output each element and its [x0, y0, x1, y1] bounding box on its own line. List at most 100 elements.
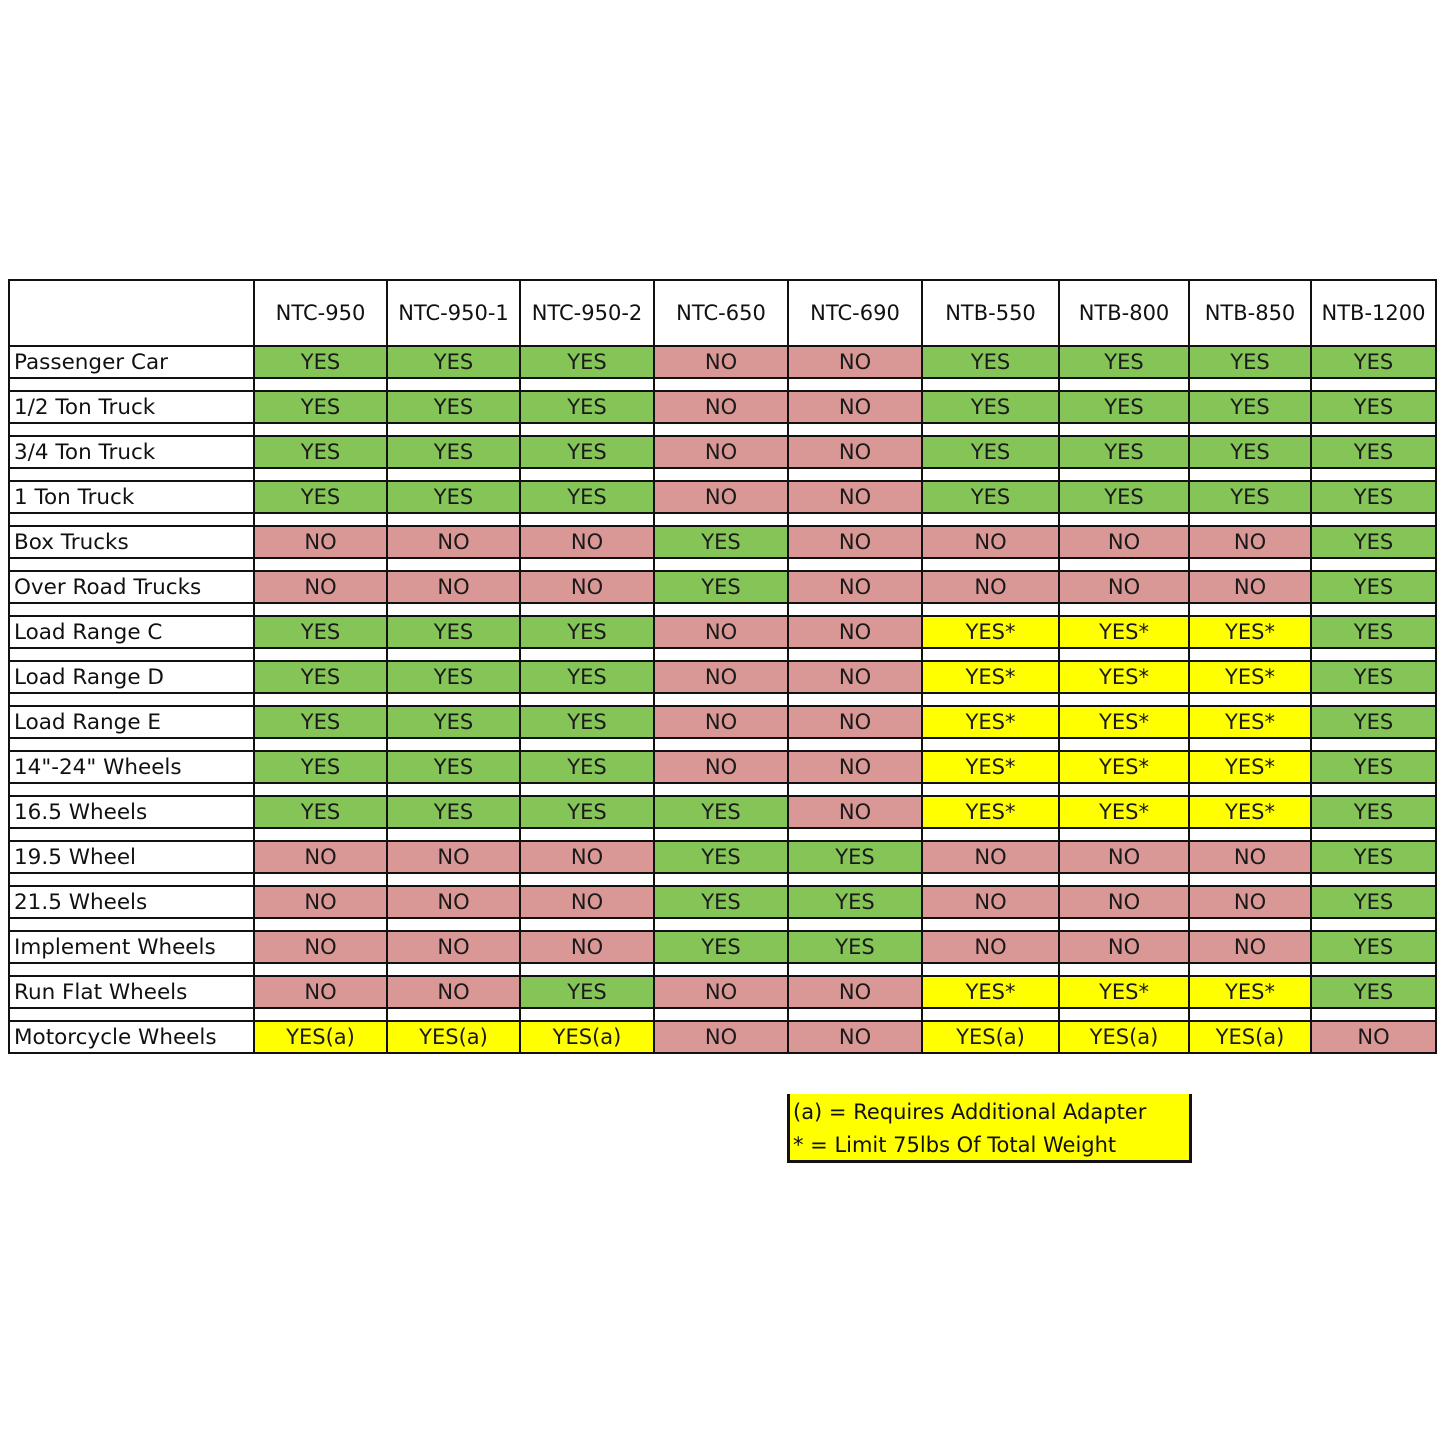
compatibility-cell: NO — [787, 345, 923, 379]
spacer-cell — [253, 692, 388, 707]
table-row: 19.5 Wheel NO NO NO YES YES NO NO NO YES — [8, 840, 1437, 874]
row-spacer — [8, 467, 1437, 482]
column-header: NTB-800 — [1058, 279, 1190, 347]
spacer-cell — [653, 377, 789, 392]
table-row: Load Range E YES YES YES NO NO YES* YES* YES* YES — [8, 705, 1437, 739]
compatibility-cell: YES — [253, 795, 388, 829]
compatibility-cell: YES — [653, 930, 789, 964]
spacer-cell — [787, 872, 923, 887]
spacer-cell — [1188, 962, 1312, 977]
compatibility-cell: YES(a) — [386, 1020, 521, 1054]
spacer-cell — [253, 737, 388, 752]
row-label: 1/2 Ton Truck — [8, 390, 255, 424]
spacer-cell — [787, 422, 923, 437]
spacer-cell — [386, 692, 521, 707]
spacer-cell — [1058, 647, 1190, 662]
spacer-cell — [787, 1007, 923, 1022]
compatibility-cell: NO — [787, 750, 923, 784]
spacer-cell — [1188, 557, 1312, 572]
row-label: Implement Wheels — [8, 930, 255, 964]
compatibility-cell: YES* — [1058, 660, 1190, 694]
spacer-cell — [653, 827, 789, 842]
compatibility-cell: YES* — [1188, 795, 1312, 829]
compatibility-cell: NO — [386, 525, 521, 559]
spacer-cell — [519, 467, 655, 482]
compatibility-cell: NO — [787, 1020, 923, 1054]
spacer-cell — [253, 917, 388, 932]
spacer-cell — [386, 872, 521, 887]
spacer-cell — [8, 737, 255, 752]
spacer-cell — [921, 692, 1060, 707]
row-label: 19.5 Wheel — [8, 840, 255, 874]
spacer-cell — [386, 512, 521, 527]
table-row: 1 Ton Truck YES YES YES NO NO YES YES YES YES — [8, 480, 1437, 514]
spacer-cell — [921, 467, 1060, 482]
spacer-cell — [8, 962, 255, 977]
corner-cell — [8, 279, 255, 347]
compatibility-cell: NO — [1188, 885, 1312, 919]
compatibility-cell: NO — [253, 885, 388, 919]
spacer-cell — [1058, 377, 1190, 392]
spacer-cell — [921, 962, 1060, 977]
spacer-cell — [386, 602, 521, 617]
row-label: 1 Ton Truck — [8, 480, 255, 514]
spacer-cell — [1058, 422, 1190, 437]
spacer-cell — [519, 1007, 655, 1022]
compatibility-cell: YES — [1310, 705, 1437, 739]
spacer-cell — [653, 917, 789, 932]
compatibility-cell: NO — [1058, 885, 1190, 919]
row-label: Over Road Trucks — [8, 570, 255, 604]
spacer-cell — [1310, 647, 1437, 662]
compatibility-cell: YES — [921, 435, 1060, 469]
compatibility-cell: NO — [921, 840, 1060, 874]
compatibility-cell: YES — [519, 660, 655, 694]
compatibility-cell: NO — [787, 480, 923, 514]
spacer-cell — [386, 422, 521, 437]
spacer-cell — [787, 467, 923, 482]
spacer-cell — [1310, 737, 1437, 752]
spacer-cell — [787, 647, 923, 662]
compatibility-cell: YES* — [921, 795, 1060, 829]
compatibility-cell: NO — [653, 390, 789, 424]
spacer-cell — [653, 962, 789, 977]
spacer-cell — [1310, 467, 1437, 482]
row-spacer — [8, 692, 1437, 707]
spacer-cell — [1058, 692, 1190, 707]
compatibility-cell: YES — [253, 435, 388, 469]
spacer-cell — [1188, 782, 1312, 797]
spacer-cell — [1310, 1007, 1437, 1022]
row-spacer — [8, 512, 1437, 527]
compatibility-cell: YES — [519, 750, 655, 784]
compatibility-cell: NO — [921, 885, 1060, 919]
compatibility-cell: YES — [386, 615, 521, 649]
compatibility-cell: YES — [921, 480, 1060, 514]
compatibility-cell: NO — [787, 570, 923, 604]
spacer-cell — [519, 647, 655, 662]
row-spacer — [8, 1007, 1437, 1022]
compatibility-cell: YES — [253, 615, 388, 649]
compatibility-cell: NO — [787, 795, 923, 829]
spacer-cell — [386, 827, 521, 842]
row-label: 14"-24" Wheels — [8, 750, 255, 784]
row-spacer — [8, 827, 1437, 842]
row-label: Run Flat Wheels — [8, 975, 255, 1009]
spacer-cell — [386, 647, 521, 662]
spacer-cell — [653, 467, 789, 482]
spacer-cell — [253, 377, 388, 392]
compatibility-cell: NO — [386, 975, 521, 1009]
table-row: Load Range D YES YES YES NO NO YES* YES* YES* YES — [8, 660, 1437, 694]
spacer-cell — [1310, 512, 1437, 527]
compatibility-cell: NO — [1058, 840, 1190, 874]
spacer-cell — [519, 557, 655, 572]
table-row: Passenger Car YES YES YES NO NO YES YES YES YES — [8, 345, 1437, 379]
compatibility-cell: YES — [1058, 345, 1190, 379]
spacer-cell — [1058, 827, 1190, 842]
spacer-cell — [1058, 467, 1190, 482]
compatibility-cell: YES — [386, 795, 521, 829]
compatibility-cell: YES — [253, 390, 388, 424]
spacer-cell — [519, 602, 655, 617]
compatibility-cell: YES — [1310, 750, 1437, 784]
spacer-cell — [1058, 962, 1190, 977]
compatibility-cell: NO — [1310, 1020, 1437, 1054]
compatibility-cell: YES* — [921, 660, 1060, 694]
